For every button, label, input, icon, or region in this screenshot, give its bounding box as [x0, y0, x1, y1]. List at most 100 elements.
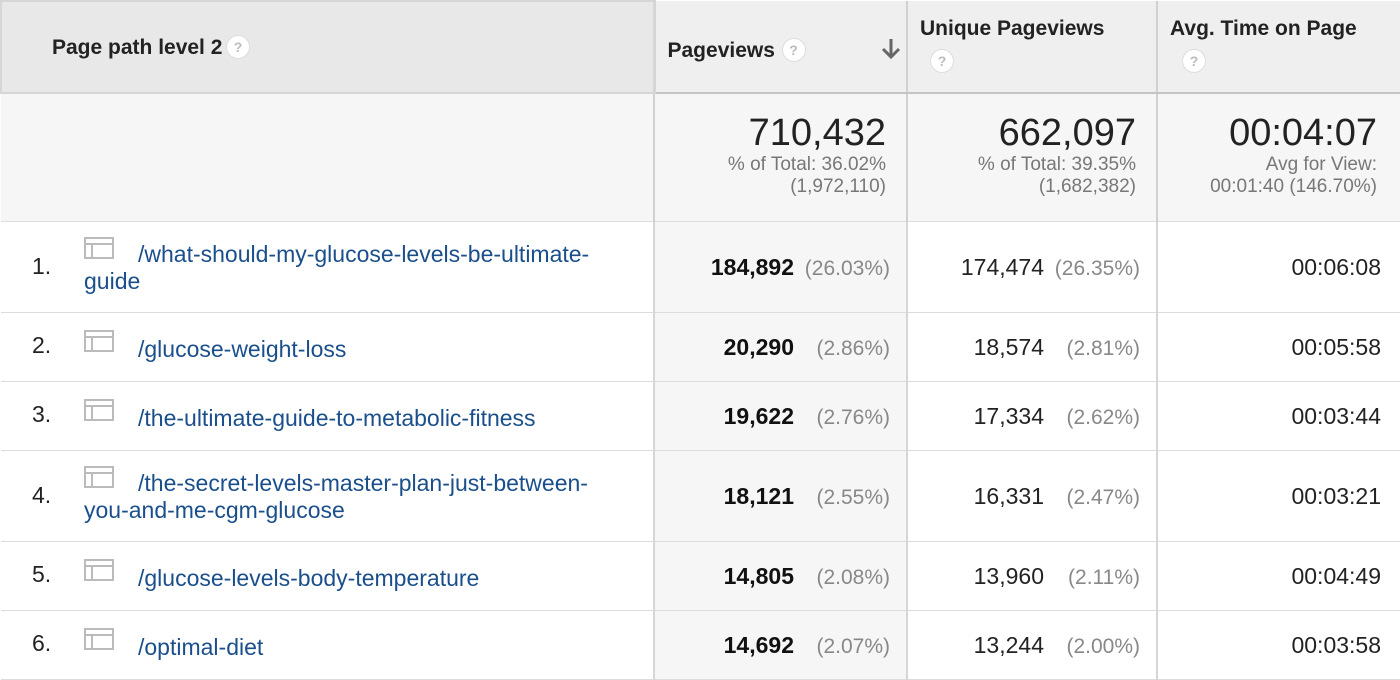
avg-time-value: 00:03:58 [1291, 631, 1381, 658]
header-unique-label: Unique Pageviews [920, 17, 1105, 40]
table-row[interactable]: 1. /what-should-my-glucose-levels-be-ulti… [1, 221, 1400, 313]
page-path-cell: 5. /glucose-levels-body-temperature [1, 541, 655, 611]
pageviews-cell: 184,892 (26.03%) [654, 221, 908, 313]
page-preview-icon[interactable] [84, 466, 114, 488]
help-icon[interactable]: ? [930, 49, 954, 73]
row-index: 2. [32, 332, 52, 358]
pageviews-percent: (2.86%) [816, 336, 890, 360]
table-row[interactable]: 4. /the-secret-levels-master-plan-just-be… [1, 450, 1400, 542]
page-path-cell: 3. /the-ultimate-guide-to-metabolic-fitne… [1, 381, 655, 451]
page-preview-icon[interactable] [84, 628, 114, 650]
avg-time-value: 00:03:44 [1291, 402, 1381, 429]
summary-pageviews: 710,432 % of Total: 36.02% (1,972,110) [654, 93, 908, 222]
page-path-cell: 1. /what-should-my-glucose-levels-be-ulti… [1, 221, 655, 313]
pageviews-percent: (26.03%) [804, 256, 890, 280]
page-preview-icon[interactable] [84, 559, 114, 581]
help-icon[interactable]: ? [1182, 49, 1206, 73]
summary-line2: (1,682,382) [1038, 176, 1136, 197]
avg-time-value: 00:05:58 [1291, 333, 1381, 360]
summary-line2: (1,972,110) [790, 176, 886, 197]
page-preview-icon[interactable] [84, 237, 114, 259]
avg-time-cell: 00:03:21 [1157, 450, 1400, 542]
header-page-path-label: Page path level 2 [52, 36, 223, 59]
pageviews-cell: 14,805 (2.08%) [654, 541, 908, 611]
avg-time-value: 00:03:21 [1291, 482, 1381, 509]
pageviews-cell: 18,121 (2.55%) [654, 450, 908, 542]
pageviews-cell: 19,622 (2.76%) [654, 381, 908, 451]
unique-pageviews-percent: (2.00%) [1066, 634, 1140, 658]
unique-pageviews-percent: (2.47%) [1066, 485, 1140, 509]
pageviews-value: 19,622 [723, 402, 794, 429]
page-path-line1: /the-ultimate-guide-to-metabolic-fitness [138, 405, 536, 431]
header-unique-pageviews[interactable]: Unique Pageviews ? [907, 1, 1158, 94]
page-path-line1: /optimal-diet [138, 634, 264, 660]
pageviews-percent: (2.76%) [816, 405, 890, 429]
unique-pageviews-value: 16,331 [973, 482, 1044, 509]
page-path-line1: /the-secret-levels-master-plan-just-betw… [138, 470, 588, 496]
page-path-line1: /glucose-weight-loss [138, 336, 347, 362]
avg-time-cell: 00:05:58 [1157, 312, 1400, 382]
help-icon[interactable]: ? [781, 38, 806, 62]
summary-unique: 662,097 % of Total: 39.35% (1,682,382) [907, 93, 1158, 222]
header-row: Page path level 2 ? Pageviews ? Unique P… [0, 0, 1400, 94]
header-pageviews[interactable]: Pageviews ? [654, 1, 908, 94]
page-path-link[interactable]: /glucose-levels-body-temperature [84, 565, 644, 592]
page-path-cell: 6. /optimal-diet [1, 610, 655, 680]
page-path-line2: guide [84, 268, 141, 294]
page-path-line2: you-and-me-cgm-glucose [84, 497, 345, 523]
table-row[interactable]: 5. /glucose-levels-body-temperature 14,805… [1, 541, 1400, 611]
unique-pageviews-percent: (2.81%) [1066, 336, 1140, 360]
unique-pageviews-percent: (2.11%) [1068, 565, 1140, 589]
pageviews-percent: (2.08%) [816, 565, 890, 589]
row-index: 5. [32, 561, 52, 587]
unique-pageviews-cell: 17,334 (2.62%) [907, 381, 1158, 451]
unique-pageviews-value: 13,244 [973, 631, 1044, 658]
pageviews-value: 184,892 [710, 253, 794, 280]
unique-pageviews-percent: (26.35%) [1054, 256, 1140, 280]
pageviews-percent: (2.07%) [816, 634, 890, 658]
pageviews-cell: 14,692 (2.07%) [654, 610, 908, 680]
unique-pageviews-cell: 16,331 (2.47%) [907, 450, 1158, 542]
table-row[interactable]: 2. /glucose-weight-loss 20,290 (2.86%) 18,57… [1, 312, 1400, 382]
pageviews-value: 14,805 [723, 562, 794, 589]
row-index: 6. [32, 630, 52, 656]
pageviews-percent: (2.55%) [816, 485, 890, 509]
pageviews-value: 14,692 [723, 631, 794, 658]
header-page-path[interactable]: Page path level 2 ? [0, 0, 656, 94]
header-pageviews-label: Pageviews [667, 39, 775, 62]
avg-time-cell: 00:03:58 [1157, 610, 1400, 680]
page-path-link[interactable]: /glucose-weight-loss [84, 336, 644, 363]
page-path-link[interactable]: /optimal-diet [84, 634, 644, 661]
page-preview-icon[interactable] [84, 399, 114, 421]
sort-descending-icon[interactable] [880, 37, 902, 61]
page-path-cell: 4. /the-secret-levels-master-plan-just-be… [1, 450, 655, 542]
pageviews-value: 20,290 [723, 333, 794, 360]
row-index: 4. [32, 482, 52, 508]
summary-value: 662,097 [998, 112, 1136, 154]
summary-line1: % of Total: 36.02% [727, 154, 886, 175]
summary-line1: % of Total: 39.35% [977, 154, 1136, 175]
table-row[interactable]: 3. /the-ultimate-guide-to-metabolic-fitne… [1, 381, 1400, 451]
unique-pageviews-cell: 18,574 (2.81%) [907, 312, 1158, 382]
help-icon[interactable]: ? [226, 35, 250, 59]
summary-row: 710,432 % of Total: 36.02% (1,972,110) 6… [1, 93, 1400, 222]
summary-value: 710,432 [748, 112, 886, 154]
table-row[interactable]: 6. /optimal-diet 14,692 (2.07%) 13,244 (2.00%… [1, 610, 1400, 680]
avg-time-cell: 00:06:08 [1157, 221, 1400, 313]
avg-time-cell: 00:04:49 [1157, 541, 1400, 611]
summary-line1: Avg for View: [1265, 154, 1377, 175]
page-preview-icon[interactable] [84, 330, 114, 352]
avg-time-cell: 00:03:44 [1157, 381, 1400, 451]
unique-pageviews-cell: 174,474 (26.35%) [907, 221, 1158, 313]
unique-pageviews-value: 174,474 [960, 253, 1044, 280]
header-avg-time[interactable]: Avg. Time on Page ? [1157, 1, 1400, 94]
page-path-link[interactable]: /what-should-my-glucose-levels-be-ultima… [84, 241, 644, 295]
row-index: 1. [32, 253, 52, 279]
page-path-link[interactable]: /the-secret-levels-master-plan-just-betw… [84, 470, 644, 524]
unique-pageviews-value: 18,574 [973, 333, 1044, 360]
summary-value: 00:04:07 [1229, 112, 1377, 154]
pageviews-cell: 20,290 (2.86%) [654, 312, 908, 382]
page-path-link[interactable]: /the-ultimate-guide-to-metabolic-fitness [84, 405, 644, 432]
unique-pageviews-percent: (2.62%) [1066, 405, 1140, 429]
